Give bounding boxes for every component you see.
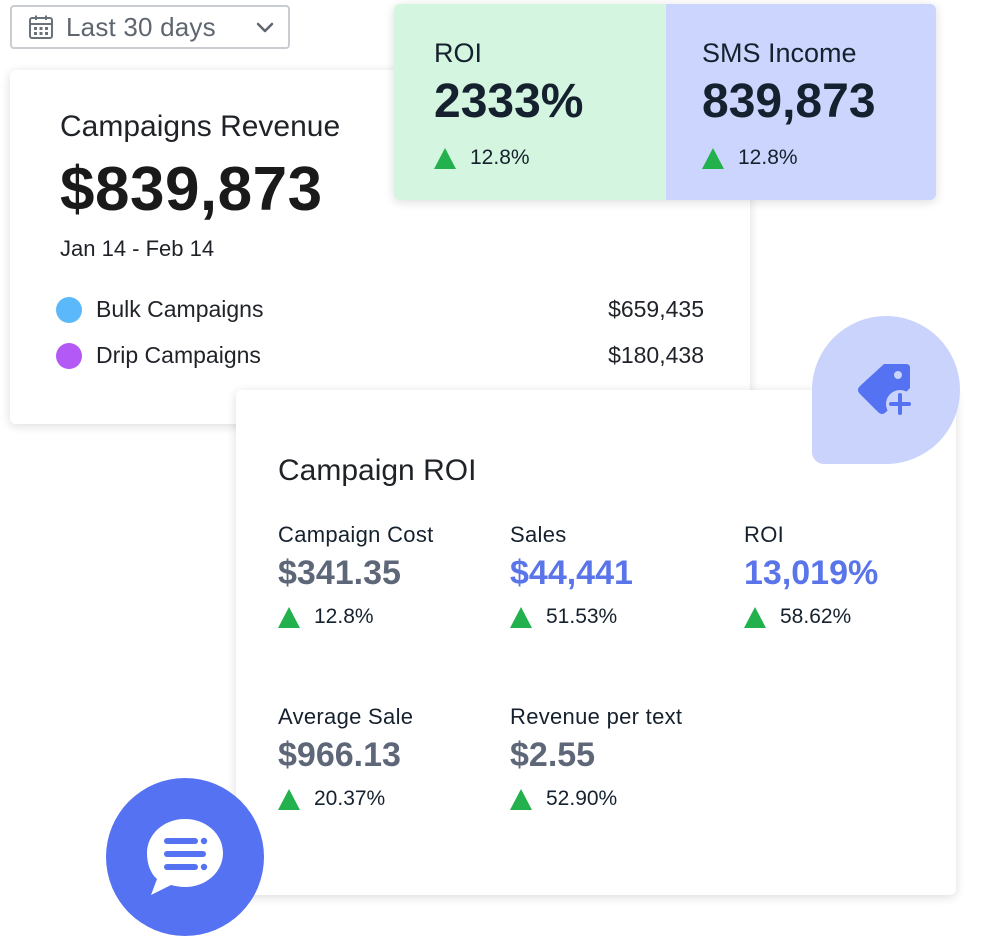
campaign-roi-card: Campaign ROI Campaign Cost $341.35 12.8%…: [236, 390, 956, 895]
metric-change: 52.90%: [510, 787, 682, 811]
sms-income-label: SMS Income: [702, 38, 857, 68]
metric-change-value: 20.37%: [314, 787, 386, 810]
date-range-dropdown[interactable]: Last 30 days: [10, 5, 290, 49]
bulk-color-dot: [56, 296, 82, 323]
revenue-card-title: Campaigns Revenue: [60, 110, 341, 143]
trend-up-icon: [434, 147, 456, 169]
metric-label: ROI: [744, 522, 785, 547]
metric-sales: Sales $44,441 51.53%: [510, 522, 633, 629]
sms-income-change-value: 12.8%: [738, 146, 798, 169]
sms-income-stat-panel: SMS Income 839,873 12.8%: [666, 4, 936, 200]
roi-stat-change-value: 12.8%: [470, 146, 530, 169]
metric-average-sale: Average Sale $966.13 20.37%: [278, 704, 413, 811]
trend-up-icon: [278, 606, 300, 628]
calendar-icon: [28, 14, 54, 40]
metric-change-value: 52.90%: [546, 787, 618, 810]
metric-label: Campaign Cost: [278, 522, 434, 547]
metric-change: 58.62%: [744, 605, 878, 629]
metric-value: 13,019%: [744, 554, 879, 592]
legend-row-drip: Drip Campaigns $180,438: [56, 342, 704, 369]
metric-change-value: 51.53%: [546, 605, 618, 628]
trend-up-icon: [510, 606, 532, 628]
legend-name: Bulk Campaigns: [96, 296, 264, 322]
trend-up-icon: [702, 147, 724, 169]
add-tag-button[interactable]: [812, 316, 960, 464]
date-range-label: Last 30 days: [66, 11, 216, 42]
revenue-date-range: Jan 14 - Feb 14: [60, 236, 215, 261]
metric-change-value: 58.62%: [780, 605, 852, 628]
metric-change-value: 12.8%: [314, 605, 374, 628]
metric-change: 20.37%: [278, 787, 413, 811]
revenue-amount: $839,873: [60, 155, 323, 224]
campaign-roi-title: Campaign ROI: [278, 454, 477, 487]
sms-income-value: 839,873: [702, 75, 876, 128]
trend-up-icon: [744, 606, 766, 628]
metric-label: Average Sale: [278, 704, 414, 729]
chevron-down-icon: [254, 16, 276, 38]
legend-value: $180,438: [608, 342, 704, 368]
metric-value: $44,441: [510, 554, 633, 592]
roi-stat-panel: ROI 2333% 12.8%: [394, 4, 666, 200]
trend-up-icon: [510, 788, 532, 810]
metric-change: 12.8%: [278, 605, 434, 629]
roi-stat-label: ROI: [434, 38, 483, 68]
metric-value: $341.35: [278, 554, 401, 592]
metric-value: $966.13: [278, 736, 401, 774]
metric-roi: ROI 13,019% 58.62%: [744, 522, 878, 629]
metric-label: Revenue per text: [510, 704, 683, 729]
roi-stat-change: 12.8%: [434, 146, 530, 170]
sms-income-change: 12.8%: [702, 146, 798, 170]
trend-up-icon: [278, 788, 300, 810]
chat-button[interactable]: [106, 778, 264, 936]
legend-name: Drip Campaigns: [96, 342, 261, 368]
roi-stat-value: 2333%: [434, 75, 584, 128]
metric-revenue-per-text: Revenue per text $2.55 52.90%: [510, 704, 682, 811]
legend-value: $659,435: [608, 296, 704, 322]
tag-plus-icon: [858, 364, 914, 418]
metric-value: $2.55: [510, 736, 596, 774]
chat-bubble-icon: [147, 819, 223, 895]
metric-label: Sales: [510, 522, 567, 547]
legend-row-bulk: Bulk Campaigns $659,435: [56, 296, 704, 323]
metric-campaign-cost: Campaign Cost $341.35 12.8%: [278, 522, 434, 629]
metric-change: 51.53%: [510, 605, 633, 629]
top-stats-strip: ROI 2333% 12.8% SMS Income 839,873 12.8%: [394, 4, 936, 200]
drip-color-dot: [56, 342, 82, 369]
